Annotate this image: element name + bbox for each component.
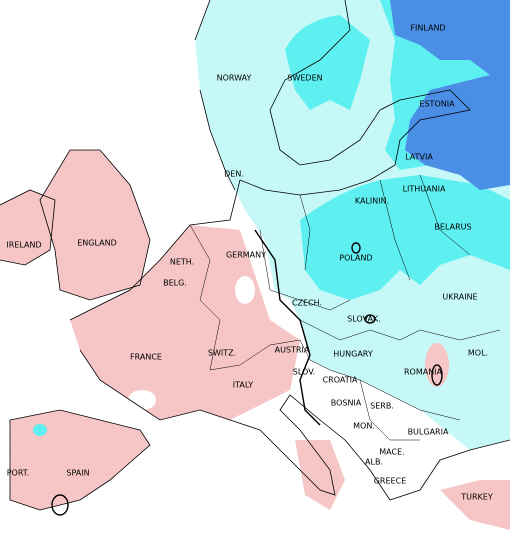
coastline (9, 409, 151, 511)
country-label: SWEDEN (287, 74, 322, 83)
country-label: SPAIN (66, 469, 89, 478)
country-label: ALB. (365, 458, 383, 467)
country-label: SLOVAK. (347, 315, 381, 324)
cyan-region (300, 175, 510, 300)
country-label: AUSTRIA (275, 346, 310, 355)
country-label: BELG. (163, 279, 187, 288)
country-label: UKRAINE (442, 293, 477, 302)
country-label: CROATIA (323, 376, 358, 385)
country-label: FRANCE (130, 353, 162, 362)
pink-region (40, 150, 150, 300)
country-label: MOL. (468, 349, 488, 358)
country-label: KALININ. (355, 197, 389, 206)
pink-region (10, 410, 150, 510)
contour (254, 229, 321, 426)
country-label: BULGARIA (408, 428, 449, 437)
country-label: ENGLAND (77, 239, 117, 248)
country-label: LITHUANIA (403, 185, 446, 194)
country-label: CZECH. (292, 299, 322, 308)
gap (128, 390, 156, 410)
contour (431, 364, 443, 386)
country-label: GERMANY (226, 251, 266, 260)
coastline (194, 0, 236, 191)
coastline (39, 149, 151, 301)
country-label: ESTONIA (419, 100, 455, 109)
border (189, 174, 501, 441)
country-label: MON. (353, 422, 375, 431)
country-label: ITALY (233, 381, 253, 390)
pink-region (440, 480, 510, 530)
country-label: NETH. (170, 258, 194, 267)
country-label: BOSNIA (331, 399, 362, 408)
country-label: TURKEY (460, 493, 493, 502)
country-label: BELARUS (434, 223, 471, 232)
pink-region (295, 440, 345, 510)
country-label: SLOV. (293, 368, 315, 377)
country-label: PORT. (7, 469, 30, 478)
country-label: SWITZ. (208, 349, 236, 358)
country-label: ROMANIA (404, 368, 443, 377)
coastline (69, 0, 471, 321)
contour (51, 494, 69, 516)
pink-region (70, 225, 300, 420)
country-label: MACE. (379, 448, 404, 457)
labels: FINLAND NORWAY SWEDEN ESTONIA LATVIA DEN… (6, 24, 492, 502)
cyan-region (285, 15, 370, 110)
cyan-region (33, 424, 47, 436)
country-label: GREECE (374, 477, 407, 486)
coastline (79, 349, 510, 501)
pink-region (0, 190, 55, 265)
gap (235, 276, 255, 304)
country-label: SERB. (370, 402, 394, 411)
contour (364, 314, 376, 324)
blue-region (390, 0, 510, 80)
country-label: POLAND (339, 254, 372, 263)
country-label: NORWAY (217, 74, 252, 83)
blue-region (405, 70, 510, 190)
coastline (0, 189, 56, 266)
country-label: LATVIA (405, 153, 433, 162)
country-label: IRELAND (6, 241, 41, 250)
contour (351, 242, 361, 254)
country-label: HUNGARY (333, 350, 373, 359)
country-label: FINLAND (410, 24, 445, 33)
country-label: DEN. (224, 170, 244, 179)
